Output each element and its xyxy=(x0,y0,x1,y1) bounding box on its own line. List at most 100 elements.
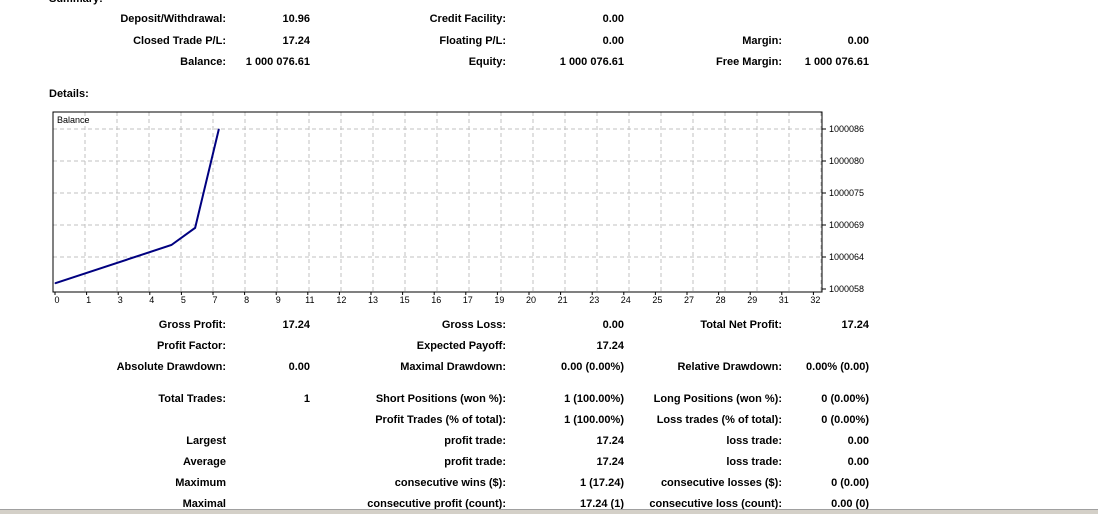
summary-value: 1 000 076.61 xyxy=(559,56,624,68)
details-label: loss trade: xyxy=(726,456,782,468)
summary-label: Credit Facility: xyxy=(429,13,506,25)
details-label: Loss trades (% of total): xyxy=(656,414,782,426)
balance-point xyxy=(218,128,220,130)
summary-label: Deposit/Withdrawal: xyxy=(120,13,226,25)
details-label: Maximal Drawdown: xyxy=(400,361,506,373)
details-value: 17.24 xyxy=(596,340,624,352)
balance-point xyxy=(194,227,196,229)
x-tick-label: 19 xyxy=(494,295,504,305)
plot-border xyxy=(52,111,823,293)
x-tick-label: 27 xyxy=(684,295,694,305)
details-value: 0 (0.00) xyxy=(831,477,869,489)
details-value: 1 (100.00%) xyxy=(564,393,624,405)
summary-value: 0.00 xyxy=(847,35,869,47)
y-tick-label: 1000080 xyxy=(829,156,864,166)
details-value: 17.24 (1) xyxy=(579,498,624,510)
summary-value: 1 000 076.61 xyxy=(245,56,310,68)
plot-area xyxy=(53,112,822,292)
details-label: Average xyxy=(182,456,226,468)
summary-value: 0.00 xyxy=(602,13,624,25)
x-tick-label: 28 xyxy=(716,295,726,305)
details-value: 0 (0.00%) xyxy=(821,393,869,405)
summary-value: 0.00 xyxy=(602,35,624,47)
details-label: Maximal xyxy=(182,498,226,510)
x-tick-label: 15 xyxy=(400,295,410,305)
x-tick-label: 24 xyxy=(621,295,631,305)
x-tick-label: 29 xyxy=(747,295,757,305)
balance-point xyxy=(54,282,56,284)
x-tick-label: 0 xyxy=(54,295,59,305)
x-tick-label: 25 xyxy=(652,295,662,305)
details-label: Relative Drawdown: xyxy=(677,361,782,373)
x-tick-label: 17 xyxy=(463,295,473,305)
details-label: Short Positions (won %): xyxy=(375,393,506,405)
details-value: 0 (0.00%) xyxy=(821,414,869,426)
x-tick-label: 3 xyxy=(118,295,123,305)
summary-label: Closed Trade P/L: xyxy=(133,35,226,47)
x-tick-label: 9 xyxy=(276,295,281,305)
summary-label: Equity: xyxy=(468,56,506,68)
y-tick-label: 1000069 xyxy=(829,220,864,230)
details-label: Absolute Drawdown: xyxy=(116,361,226,373)
x-tick-label: 1 xyxy=(86,295,91,305)
details-value: 0.00 xyxy=(847,456,869,468)
y-tick-label: 1000064 xyxy=(829,252,864,262)
x-tick-label: 13 xyxy=(368,295,378,305)
details-value: 0.00 xyxy=(602,319,624,331)
details-value: 17.24 xyxy=(596,435,624,447)
x-tick-label: 12 xyxy=(336,295,346,305)
x-tick-label: 32 xyxy=(810,295,820,305)
details-label: consecutive profit (count): xyxy=(367,498,506,510)
x-tick-label: 16 xyxy=(431,295,441,305)
details-label: Total Net Profit: xyxy=(700,319,782,331)
details-label: profit trade: xyxy=(444,456,506,468)
details-value: 17.24 xyxy=(596,456,624,468)
details-label: loss trade: xyxy=(726,435,782,447)
details-label: Gross Loss: xyxy=(441,319,506,331)
balance-point xyxy=(170,244,172,246)
details-value: 0.00 xyxy=(847,435,869,447)
details-label: consecutive loss (count): xyxy=(649,498,782,510)
x-tick-label: 5 xyxy=(181,295,186,305)
details-value: 1 xyxy=(303,393,310,405)
summary-label: Balance: xyxy=(180,56,226,68)
summary-label: Free Margin: xyxy=(715,56,782,68)
details-value: 17.24 xyxy=(841,319,869,331)
y-tick-label: 1000075 xyxy=(829,188,864,198)
status-bar xyxy=(0,509,1098,514)
details-label: Profit Factor: xyxy=(156,340,226,352)
details-label: profit trade: xyxy=(444,435,506,447)
details-value: 0.00 (0.00%) xyxy=(561,361,624,373)
details-value: 1 (100.00%) xyxy=(564,414,624,426)
x-tick-label: 21 xyxy=(558,295,568,305)
chart-title: Balance xyxy=(57,115,90,125)
x-tick-label: 23 xyxy=(589,295,599,305)
x-tick-label: 7 xyxy=(212,295,217,305)
details-heading: Details: xyxy=(49,88,89,100)
summary-heading: Summary: xyxy=(49,0,103,6)
summary-label: Floating P/L: xyxy=(439,35,506,47)
y-tick-label: 1000086 xyxy=(829,124,864,134)
x-tick-label: 8 xyxy=(244,295,249,305)
summary-label: Margin: xyxy=(742,35,782,47)
x-tick-label: 31 xyxy=(779,295,789,305)
details-label: Largest xyxy=(186,435,226,447)
summary-value: 1 000 076.61 xyxy=(804,56,869,68)
details-value: 0.00 (0) xyxy=(831,498,869,510)
x-tick-label: 11 xyxy=(305,295,314,305)
summary-value: 10.96 xyxy=(282,13,310,25)
details-label: consecutive wins ($): xyxy=(394,477,506,489)
details-label: Gross Profit: xyxy=(158,319,226,331)
details-label: consecutive losses ($): xyxy=(660,477,782,489)
details-value: 1 (17.24) xyxy=(579,477,624,489)
details-value: 0.00 xyxy=(288,361,310,373)
details-label: Long Positions (won %): xyxy=(653,393,782,405)
details-label: Total Trades: xyxy=(158,393,226,405)
details-label: Profit Trades (% of total): xyxy=(375,414,506,426)
details-value: 0.00% (0.00) xyxy=(806,361,869,373)
y-tick-label: 1000058 xyxy=(829,284,864,294)
balance-chart: Balance 1000086 1000080 1000075 1000069 10000… xyxy=(52,111,864,305)
summary-value: 17.24 xyxy=(282,35,310,47)
details-label: Expected Payoff: xyxy=(416,340,506,352)
x-tick-label: 20 xyxy=(526,295,536,305)
